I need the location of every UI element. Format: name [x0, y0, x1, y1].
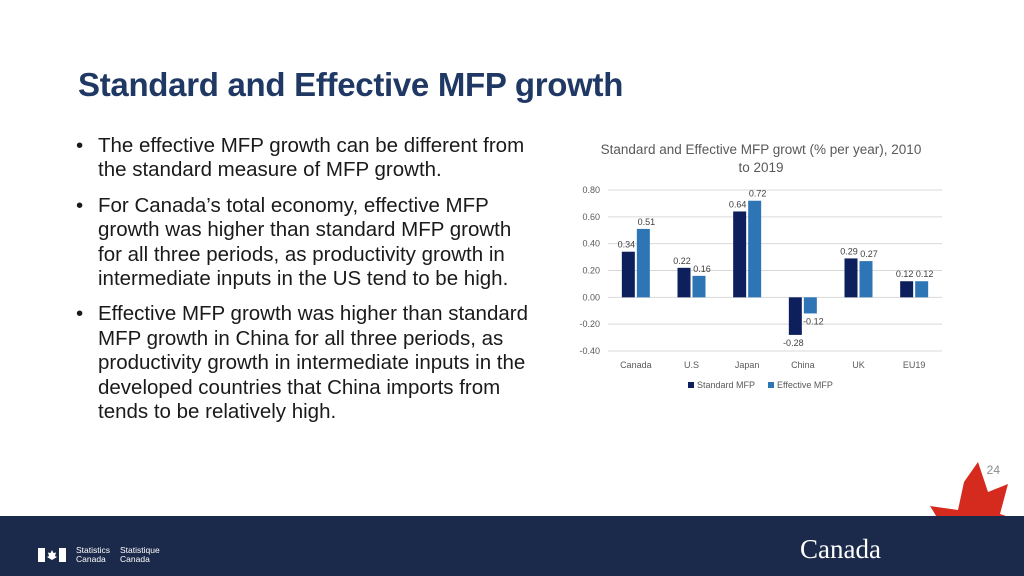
y-tick-label: 0.20: [582, 266, 600, 276]
bar: [636, 228, 650, 298]
canada-wordmark: Canada: [800, 534, 881, 564]
bullet-item: • Effective MFP growth was higher than s…: [70, 302, 540, 424]
data-label: 0.12: [896, 269, 914, 279]
bullet-marker: •: [76, 302, 84, 326]
data-label: 0.51: [638, 217, 656, 227]
x-tick-label: U.S: [684, 360, 699, 370]
bullet-text: For Canada’s total economy, effective MF…: [98, 193, 512, 291]
statcan-logo: Statistics Canada Statistique Canada: [38, 546, 160, 564]
y-tick-label: 0.60: [582, 212, 600, 222]
bar: [748, 200, 762, 298]
bar: [859, 261, 873, 298]
data-label: -0.12: [803, 316, 824, 326]
bullet-text: The effective MFP growth can be differen…: [98, 134, 525, 182]
org-name-fr: Statistique Canada: [120, 546, 160, 564]
bar: [915, 281, 929, 298]
org-name-en-line1: Statistics: [76, 545, 111, 555]
x-tick-label: Canada: [620, 360, 652, 370]
data-label: 0.34: [618, 240, 636, 250]
footer-bar: [0, 516, 1024, 576]
canada-flag-icon: [38, 548, 66, 562]
y-tick-label: 0.80: [582, 185, 600, 195]
bar: [677, 267, 691, 298]
data-label: 0.64: [729, 199, 747, 209]
org-name-fr-line1: Statistique: [120, 545, 160, 555]
data-label: 0.12: [916, 269, 934, 279]
legend-swatch: [768, 382, 774, 388]
data-label: 0.16: [693, 264, 711, 274]
y-tick-label: -0.20: [579, 319, 600, 329]
x-tick-label: EU19: [903, 360, 926, 370]
bullet-item: • The effective MFP growth can be differ…: [70, 134, 540, 183]
bullet-marker: •: [76, 193, 84, 217]
bar: [900, 281, 914, 298]
bar: [844, 258, 858, 298]
data-label: 0.72: [749, 189, 767, 199]
y-tick-label: 0.40: [582, 239, 600, 249]
x-tick-label: China: [791, 360, 815, 370]
data-label: 0.22: [673, 256, 691, 266]
bullet-marker: •: [76, 134, 84, 157]
data-label: -0.28: [783, 338, 804, 348]
page-number: 24: [986, 463, 1000, 477]
bar: [788, 297, 802, 335]
y-tick-label: 0.00: [582, 292, 600, 302]
org-name-en-line2: Canada: [76, 554, 106, 564]
bar: [692, 275, 706, 298]
legend-swatch: [688, 382, 694, 388]
data-label: 0.27: [860, 249, 878, 259]
bullet-list: • The effective MFP growth can be differ…: [70, 134, 540, 435]
legend-label: Standard MFP: [697, 380, 755, 390]
bullet-item: • For Canada’s total economy, effective …: [70, 194, 540, 292]
slide-title: Standard and Effective MFP growth: [78, 66, 624, 103]
bar: [803, 297, 817, 314]
chart-title: Standard and Effective MFP growt (% per …: [600, 142, 922, 175]
data-label: 0.29: [840, 246, 858, 256]
y-tick-label: -0.40: [579, 346, 600, 356]
bullet-text: Effective MFP growth was higher than sta…: [98, 302, 528, 424]
legend-label: Effective MFP: [777, 380, 833, 390]
bar-chart: 0.80 0.60 0.40 0.20 0.00 -0.20 -0.40 0.34 0.51 Ca…: [579, 185, 942, 390]
bar: [733, 211, 747, 298]
x-tick-label: UK: [852, 360, 865, 370]
bar: [621, 251, 635, 298]
x-tick-label: Japan: [735, 360, 760, 370]
org-name-en: Statistics Canada: [76, 546, 110, 564]
org-name-fr-line2: Canada: [120, 554, 150, 564]
